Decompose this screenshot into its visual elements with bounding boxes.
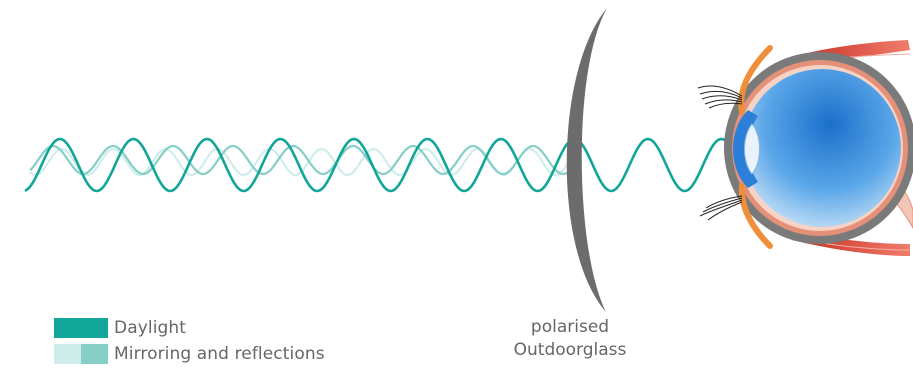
polarised-lens-icon: [566, 8, 607, 312]
daylight-wave: [24, 137, 747, 193]
swatch-part: [81, 344, 108, 364]
legend-item-reflections: Mirroring and reflections: [54, 344, 325, 364]
legend-label-daylight: Daylight: [114, 318, 187, 338]
eyelashes-lower: [699, 195, 743, 221]
eye-vitreous: [743, 69, 901, 227]
legend-item-daylight: Daylight: [54, 318, 186, 338]
eyelashes-upper: [697, 85, 743, 109]
lens-caption-line2: Outdoorglass: [513, 340, 627, 360]
lens-caption: polarised Outdoorglass: [490, 316, 650, 362]
swatch-part: [54, 344, 81, 364]
legend-label-reflections: Mirroring and reflections: [114, 344, 325, 364]
eye-icon: [697, 40, 913, 256]
daylight-swatch: [54, 318, 108, 338]
eyelid-lower: [738, 183, 773, 249]
swatch-part: [81, 318, 108, 338]
lens-caption-line1: polarised: [530, 317, 610, 337]
swatch-part: [54, 318, 81, 338]
eyelid-upper: [738, 45, 773, 115]
reflections-swatch: [54, 344, 108, 364]
eye-lens: [744, 123, 760, 175]
